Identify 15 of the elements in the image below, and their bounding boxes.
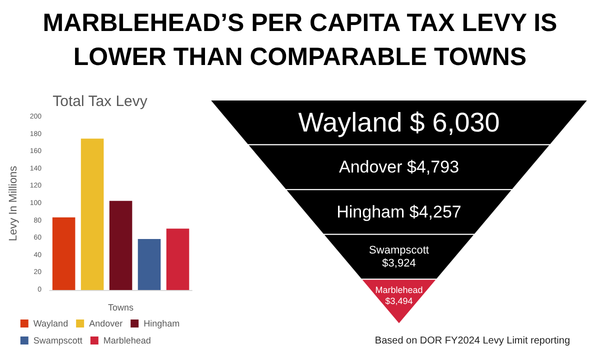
category-label: Andover $4,793 bbox=[338, 158, 460, 177]
text: Based on DOR FY2024 Levy Limit reporting bbox=[374, 336, 570, 346]
category-label: Marblehead $3,494 bbox=[375, 285, 423, 306]
chart-title: Total Tax Levy bbox=[52, 93, 148, 110]
y-axis-title: Levy In Millions bbox=[8, 165, 20, 242]
category-label: Swampscott $3,924 bbox=[369, 244, 429, 270]
x-axis-title: Towns bbox=[108, 302, 134, 312]
category-label: Wayland $ 6,030 bbox=[298, 107, 500, 138]
legend-label: Swampscott bbox=[33, 336, 83, 346]
legend-label: Hingham bbox=[144, 318, 180, 328]
text: MARBLEHEAD’S PER CAPITA TAX LEVY IS LOWER THAN COMPARABLE TOWNS bbox=[42, 8, 558, 73]
legend-label: Wayland bbox=[33, 318, 68, 328]
category-label: Hingham $4,257 bbox=[336, 202, 462, 222]
legend-label: Andover bbox=[89, 318, 123, 328]
legend-label: Marblehead bbox=[103, 336, 151, 346]
